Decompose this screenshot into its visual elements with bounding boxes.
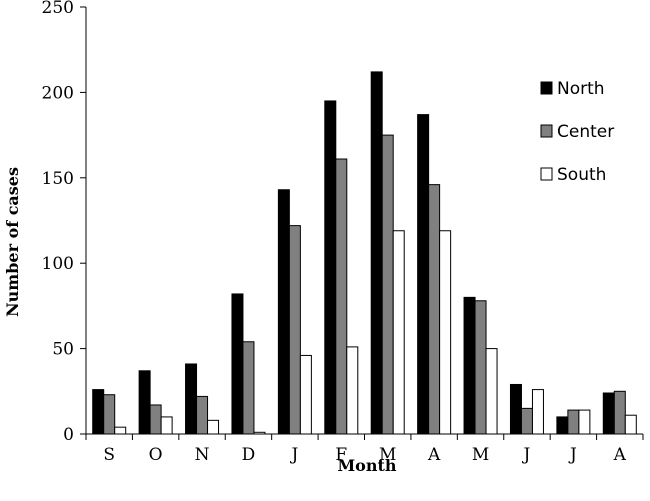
bar-center	[381, 134, 394, 435]
y-tick-label: 50	[52, 340, 74, 360]
legend-label-north: North	[557, 79, 605, 99]
bar-center	[103, 394, 116, 435]
bar-north	[138, 370, 151, 435]
bar-center	[149, 404, 162, 435]
bars-group	[92, 71, 637, 435]
y-tick-label: 150	[42, 169, 74, 189]
bar-center	[567, 409, 580, 435]
y-tick-label: 100	[42, 254, 74, 274]
x-tick-label: A	[427, 445, 441, 465]
bar-north	[370, 71, 383, 435]
bar-north	[185, 363, 198, 435]
x-tick-label: M	[379, 445, 396, 465]
bar-center	[335, 158, 348, 435]
legend-swatch-south	[540, 167, 553, 181]
x-tick-label: F	[335, 445, 347, 465]
bar-north	[556, 416, 569, 435]
x-tick-label: O	[149, 445, 163, 465]
y-axis-title: Number of cases	[3, 167, 22, 317]
bar-south	[531, 389, 544, 435]
bar-north	[277, 189, 290, 435]
bar-north	[602, 392, 615, 435]
legend: North Center South	[540, 79, 614, 185]
legend-swatch-north	[540, 81, 553, 95]
bar-north	[463, 296, 476, 435]
bar-south	[485, 348, 498, 435]
legend-label-south: South	[557, 165, 606, 185]
bar-south	[346, 346, 359, 435]
x-tick-label: M	[472, 445, 489, 465]
bar-south	[160, 416, 173, 435]
x-tick-label: D	[242, 445, 256, 465]
bar-center	[474, 300, 487, 435]
bar-south	[299, 354, 312, 435]
x-tick-label: J	[289, 445, 298, 465]
legend-label-center: Center	[557, 122, 614, 142]
x-tick-label: S	[103, 445, 115, 465]
x-axis-title: Month	[337, 456, 396, 475]
x-tick-label: J	[522, 445, 531, 465]
x-tick-label: J	[568, 445, 577, 465]
y-tick-label: 0	[63, 425, 74, 445]
bar-south	[207, 419, 220, 435]
bar-south	[114, 426, 127, 435]
legend-swatch-center	[540, 124, 553, 138]
y-tick-label: 250	[42, 0, 74, 18]
bar-center	[288, 225, 301, 435]
bar-north	[324, 100, 337, 435]
bar-south	[578, 409, 591, 435]
bar-south	[624, 414, 637, 435]
bar-center	[196, 395, 209, 435]
bar-center	[613, 390, 626, 435]
bar-center	[520, 407, 533, 435]
bar-north	[509, 383, 522, 435]
bar-south	[392, 230, 405, 435]
bar-south	[439, 230, 452, 435]
x-tick-label: N	[195, 445, 210, 465]
bar-north	[417, 114, 430, 435]
bar-north	[92, 389, 105, 435]
y-ticks: 0 50 100 150 200 250	[42, 0, 86, 445]
x-tick-label: A	[613, 445, 627, 465]
y-tick-label: 200	[42, 83, 74, 103]
bar-north	[231, 293, 244, 435]
bar-center	[428, 184, 441, 435]
bar-center	[242, 341, 255, 435]
